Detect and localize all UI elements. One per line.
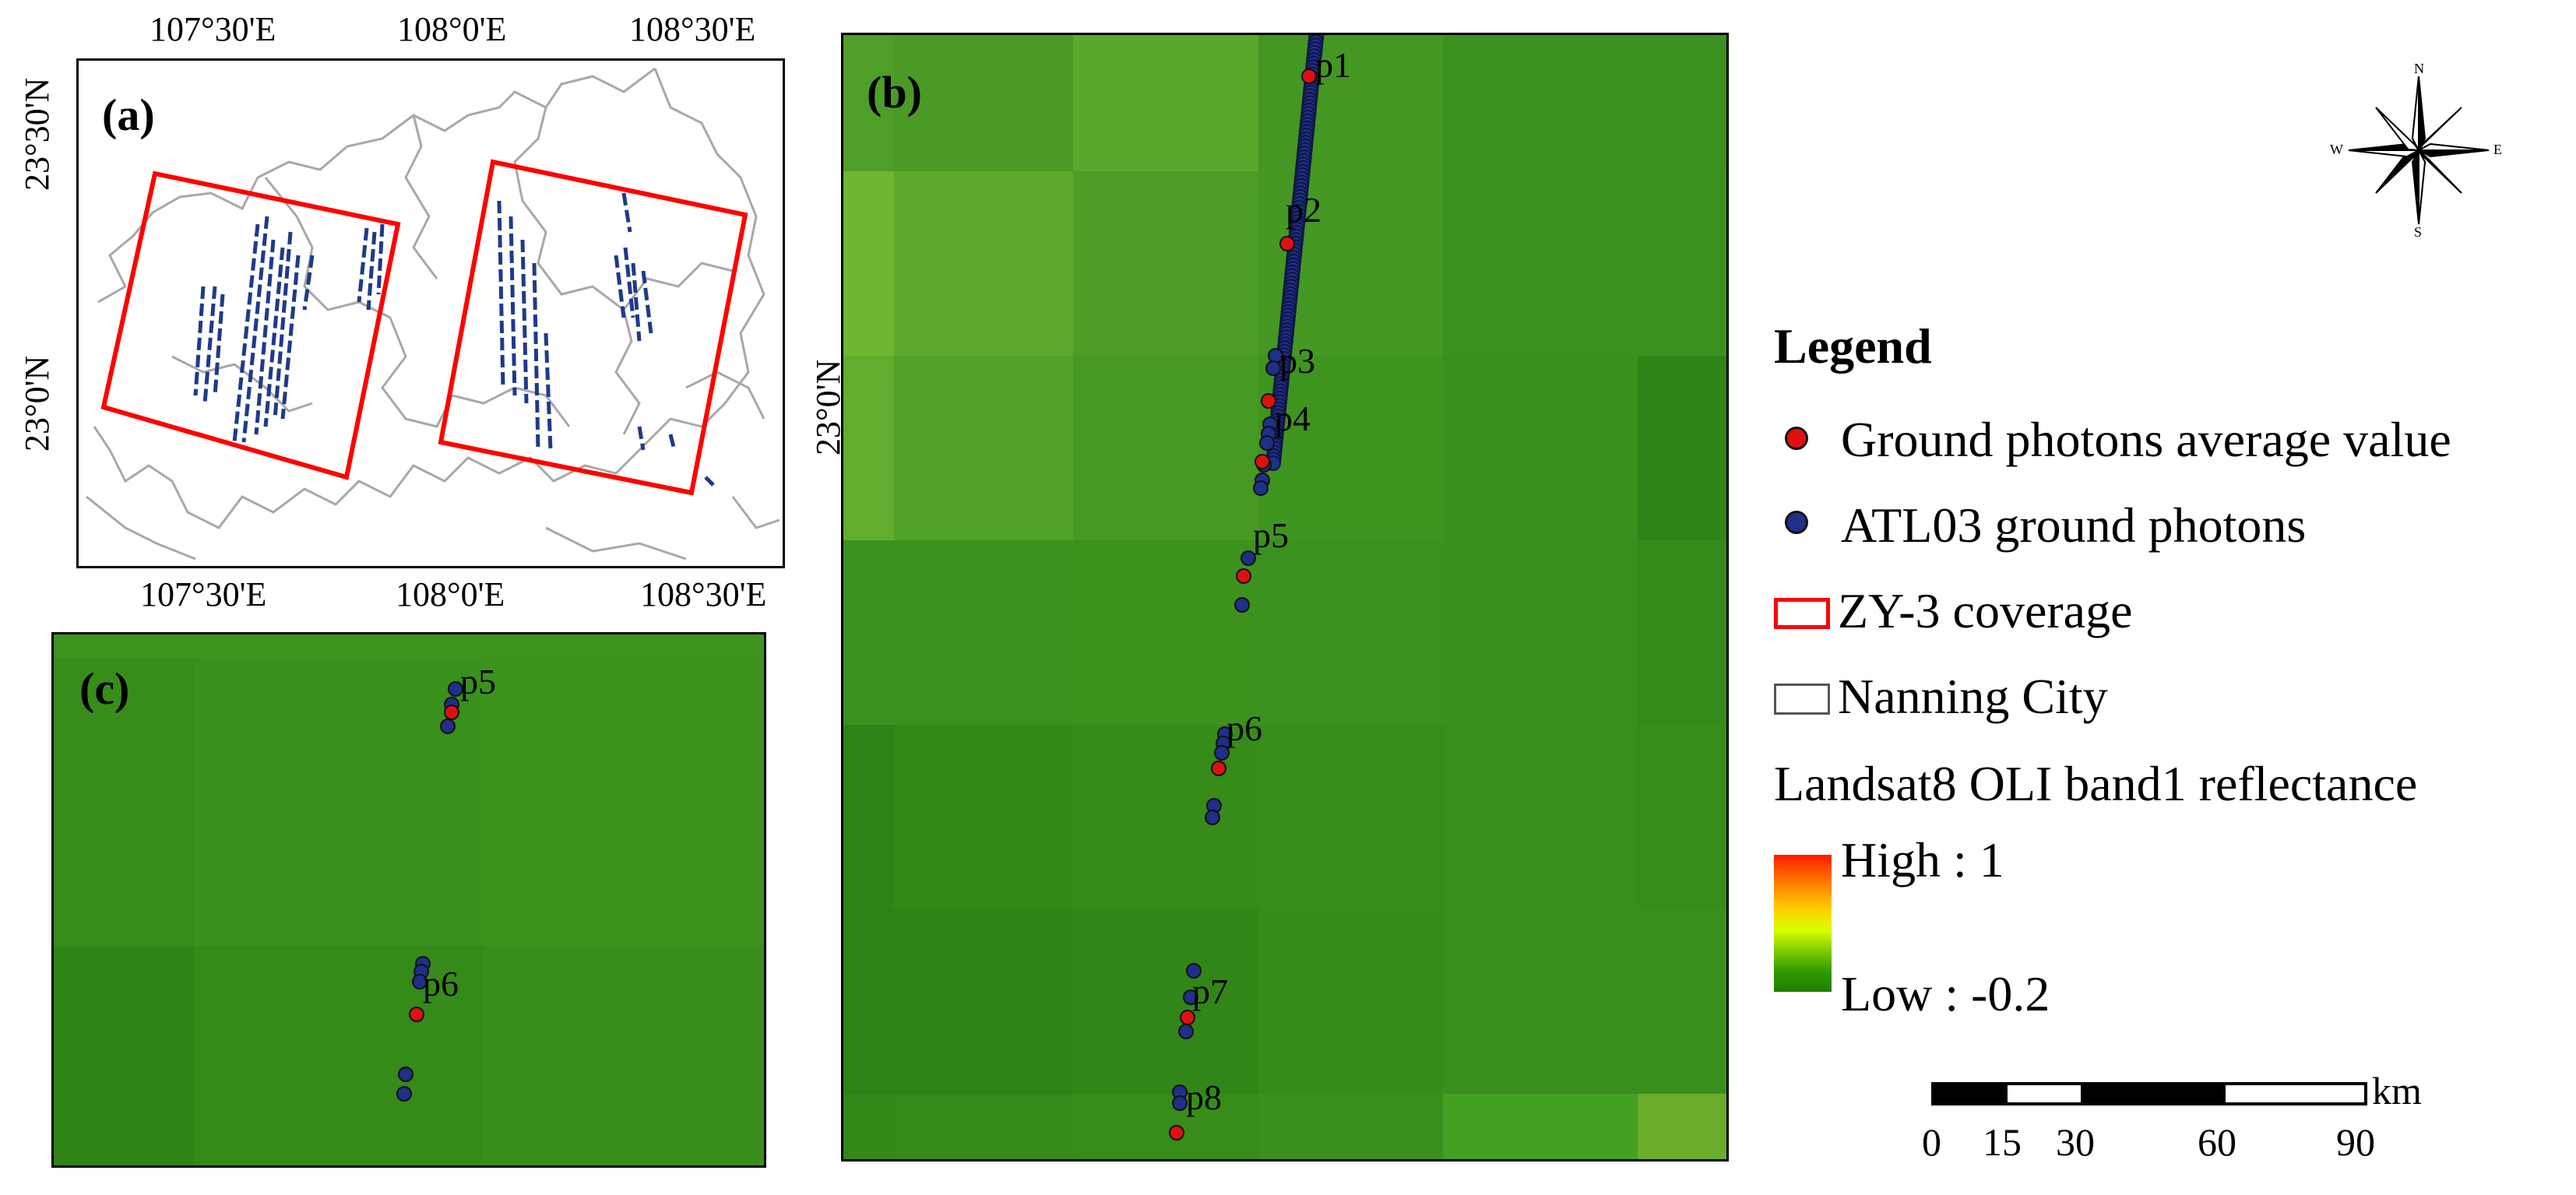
b-label-p6: p6 (1226, 708, 1262, 748)
legend-nanning-label: Nanning City (1838, 669, 2108, 724)
legend-blue-dot-label: ATL03 ground photons (1841, 497, 2307, 553)
overview-map-svg (86, 67, 780, 561)
b-label-p4: p4 (1275, 399, 1311, 438)
detail-map-c-svg (54, 634, 764, 1165)
legend-red-dot-icon (1785, 427, 1808, 450)
compass-w: W (2330, 142, 2343, 157)
panel-b-detail-map: (b) p1 p2 p3 p4 p5 p6 p7 p8 (841, 33, 1729, 1162)
scale-seg-4 (2226, 1085, 2364, 1102)
scale-seg-1 (1934, 1085, 2008, 1102)
panel-b-label: (b) (867, 67, 922, 118)
compass-e: E (2493, 142, 2502, 157)
zy3-coverage-east (438, 159, 748, 496)
bottom-tick-3: 108°30'E (640, 575, 767, 613)
legend-zy3-swatch-icon (1774, 598, 1830, 629)
left-tick-2: 23°0'N (18, 355, 56, 452)
b-label-p7: p7 (1192, 972, 1228, 1011)
legend-color-ramp (1774, 855, 1832, 992)
scale-tick-90: 90 (2336, 1120, 2375, 1164)
detail-map-b-svg (843, 35, 1726, 1159)
scale-tick-30: 30 (2056, 1120, 2095, 1164)
compass-svg (2348, 76, 2490, 225)
compass-s: S (2414, 224, 2423, 240)
legend-landsat-label: Landsat8 OLI band1 reflectance (1774, 756, 2418, 811)
legend-high-label: High : 1 (1841, 832, 2004, 887)
c-red-averages (409, 705, 459, 1022)
scale-tick-0: 0 (1922, 1120, 1941, 1164)
legend-title: Legend (1774, 318, 1932, 374)
scale-bar (1931, 1082, 2367, 1105)
b-label-p5: p5 (1253, 515, 1289, 555)
panel-c-detail-map: (c) p5 p6 (51, 632, 766, 1168)
legend-low-label: Low : -0.2 (1841, 966, 2050, 1021)
legend-blue-dot-icon (1785, 511, 1808, 534)
left-tick-1: 23°30'N (18, 77, 56, 191)
c-blue-photons (396, 681, 463, 1102)
b-label-p3: p3 (1279, 341, 1315, 381)
legend-nanning-swatch-icon (1774, 684, 1830, 715)
compass-rose: N S E W (2325, 61, 2512, 240)
panel-a-label: (a) (102, 90, 155, 140)
b-label-p2: p2 (1286, 190, 1321, 230)
scale-seg-2 (2008, 1085, 2081, 1102)
atl03-tracks (193, 192, 715, 487)
zy3-coverage-west (100, 170, 401, 480)
scale-tick-15: 15 (1983, 1120, 2022, 1164)
legend-zy3-label: ZY-3 coverage (1838, 583, 2133, 638)
top-tick-1: 107°30'E (150, 10, 276, 48)
c-label-p5: p5 (460, 662, 496, 701)
b-label-p8: p8 (1186, 1077, 1222, 1117)
top-tick-2: 108°0'E (397, 10, 507, 48)
panel-a-overview-map: (a) (76, 58, 785, 568)
compass-n: N (2414, 61, 2424, 76)
c-label-p6: p6 (423, 964, 459, 1003)
legend-red-dot-label: Ground photons average value (1841, 412, 2451, 467)
scale-tick-60: 60 (2198, 1120, 2236, 1164)
bottom-tick-1: 107°30'E (140, 575, 267, 613)
nanning-boundaries (86, 67, 780, 561)
bottom-tick-2: 108°0'E (396, 575, 505, 613)
panel-c-label: (c) (79, 663, 130, 714)
b-label-p1: p1 (1315, 45, 1351, 85)
scale-seg-3 (2081, 1085, 2226, 1102)
b-red-averages (1169, 69, 1317, 1141)
scale-unit: km (2372, 1069, 2422, 1112)
top-tick-3: 108°30'E (629, 10, 756, 48)
b-blue-photons (1172, 348, 1283, 1111)
